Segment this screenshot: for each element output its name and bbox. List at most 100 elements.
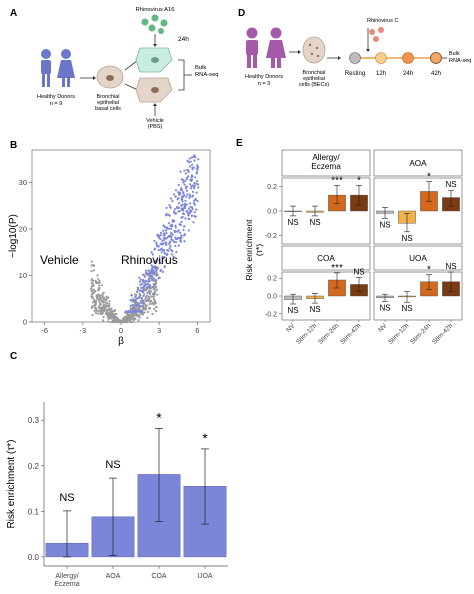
volcano-point-ns: [144, 306, 147, 309]
volcano-point-ns: [137, 313, 140, 316]
volcano-point-sig: [183, 183, 186, 186]
volcano-point-ns: [95, 294, 98, 297]
x-tick-label: COA: [151, 573, 167, 580]
significance-label: NS: [445, 262, 456, 271]
volcano-point-ns: [129, 317, 132, 320]
volcano-point-sig: [159, 269, 162, 273]
volcano-point-sig: [172, 240, 176, 243]
volcano-point-ns: [150, 290, 153, 293]
volcano-point-sig: [151, 285, 154, 289]
volcano-point-sig: [174, 195, 177, 198]
volcano-point-ns: [145, 304, 148, 307]
volcano-point-sig: [176, 205, 179, 209]
volcano-point-sig: [190, 163, 194, 166]
volcano-point-ns: [107, 318, 110, 321]
volcano-point-sig: [140, 302, 143, 305]
volcano-point-sig: [186, 176, 189, 179]
volcano-point-sig: [193, 211, 196, 214]
annotation-vehicle: Vehicle: [40, 253, 79, 267]
volcano-point-sig: [192, 201, 195, 205]
volcano-point-ns: [155, 305, 158, 309]
x-tick-label: -6: [41, 326, 48, 335]
volcano-point-ns: [148, 307, 152, 310]
volcano-point-sig: [185, 189, 189, 192]
volcano-point-sig: [150, 251, 153, 254]
volcano-point-sig: [180, 204, 183, 207]
volcano-point-sig: [191, 195, 194, 198]
facet-header: [281, 245, 371, 271]
volcano-point-ns: [92, 263, 95, 267]
y-axis-label: −log10(P): [8, 214, 19, 258]
volcano-point-sig: [161, 239, 164, 242]
significance-label: NS: [401, 234, 412, 243]
volcano-point-ns: [90, 269, 93, 273]
volcano-point-ns: [150, 302, 153, 305]
volcano-point-sig: [138, 304, 141, 308]
annotation-rhinovirus: Rhinovirus: [121, 253, 178, 267]
volcano-point-sig: [189, 160, 192, 163]
volcano-point-ns: [91, 314, 94, 317]
volcano-point-sig: [164, 214, 168, 217]
volcano-point-ns: [100, 296, 103, 299]
volcano-point-sig: [152, 277, 156, 280]
volcano-point-sig: [173, 211, 176, 214]
volcano-point-sig: [195, 191, 198, 194]
volcano-point-ns: [148, 303, 151, 306]
volcano-point-sig: [140, 296, 143, 300]
volcano-point-sig: [179, 237, 182, 240]
volcano-point-sig: [165, 237, 168, 240]
volcano-point-ns: [155, 288, 159, 292]
volcano-point-sig: [190, 156, 193, 159]
x-tick-label: 6: [195, 326, 199, 335]
volcano-point-sig: [177, 202, 180, 205]
volcano-point-sig: [168, 241, 171, 244]
volcano-point-sig: [173, 208, 177, 211]
timeline-dot-42h: [430, 52, 442, 64]
risk-bar-chart: 0.0 0.1 0.2 0.3 Risk enrichment (τ*) NS Allerg…: [6, 402, 228, 588]
volcano-point-sig: [182, 212, 185, 216]
volcano-point-ns: [131, 300, 134, 303]
volcano-point-ns: [97, 298, 100, 301]
volcano-point-sig: [142, 299, 145, 302]
volcano-point-sig: [197, 186, 200, 189]
volcano-point-sig: [173, 229, 176, 233]
volcano-point-sig: [137, 303, 140, 306]
volcano-point-sig: [185, 203, 188, 206]
volcano-point-ns: [135, 306, 138, 309]
significance-label: NS: [401, 304, 412, 313]
volcano-point-sig: [189, 205, 192, 208]
y-tick-label: 20: [19, 225, 27, 234]
volcano-point-sig: [194, 215, 197, 218]
volcano-point-ns: [102, 300, 105, 303]
volcano-point-sig: [193, 182, 196, 185]
volcano-point-ns: [105, 304, 108, 307]
volcano-point-ns: [156, 293, 159, 296]
panel-a-letter: A: [10, 8, 17, 19]
volcano-point-sig: [169, 245, 172, 248]
volcano-point-ns: [105, 301, 108, 304]
x-tick-label: Stim-42h: [431, 322, 455, 346]
volcano-point-ns: [141, 306, 144, 309]
volcano-point-sig: [142, 294, 145, 297]
volcano-point-sig: [174, 189, 178, 192]
volcano-point-sig: [153, 239, 156, 243]
facet-title: Allergy/: [312, 153, 340, 162]
volcano-point-sig: [141, 273, 145, 276]
virus-label: Rhinovirus A16: [136, 7, 175, 13]
volcano-point-ns: [100, 284, 104, 287]
volcano-point-ns: [126, 320, 129, 324]
volcano-point-sig: [131, 298, 134, 301]
volcano-point-sig: [183, 202, 186, 205]
volcano-point-ns: [94, 307, 97, 310]
volcano-point-ns: [130, 308, 133, 312]
volcano-point-ns: [154, 280, 158, 284]
volcano-point-sig: [194, 176, 197, 179]
timeline-dot-resting: [349, 52, 361, 64]
y-tick-label: 0.3: [28, 416, 40, 425]
volcano-point-sig: [192, 186, 196, 189]
volcano-point-ns: [142, 308, 145, 311]
vehicle-cell-icon: [135, 77, 173, 103]
volcano-point-ns: [90, 289, 93, 293]
volcano-point-ns: [106, 310, 109, 313]
